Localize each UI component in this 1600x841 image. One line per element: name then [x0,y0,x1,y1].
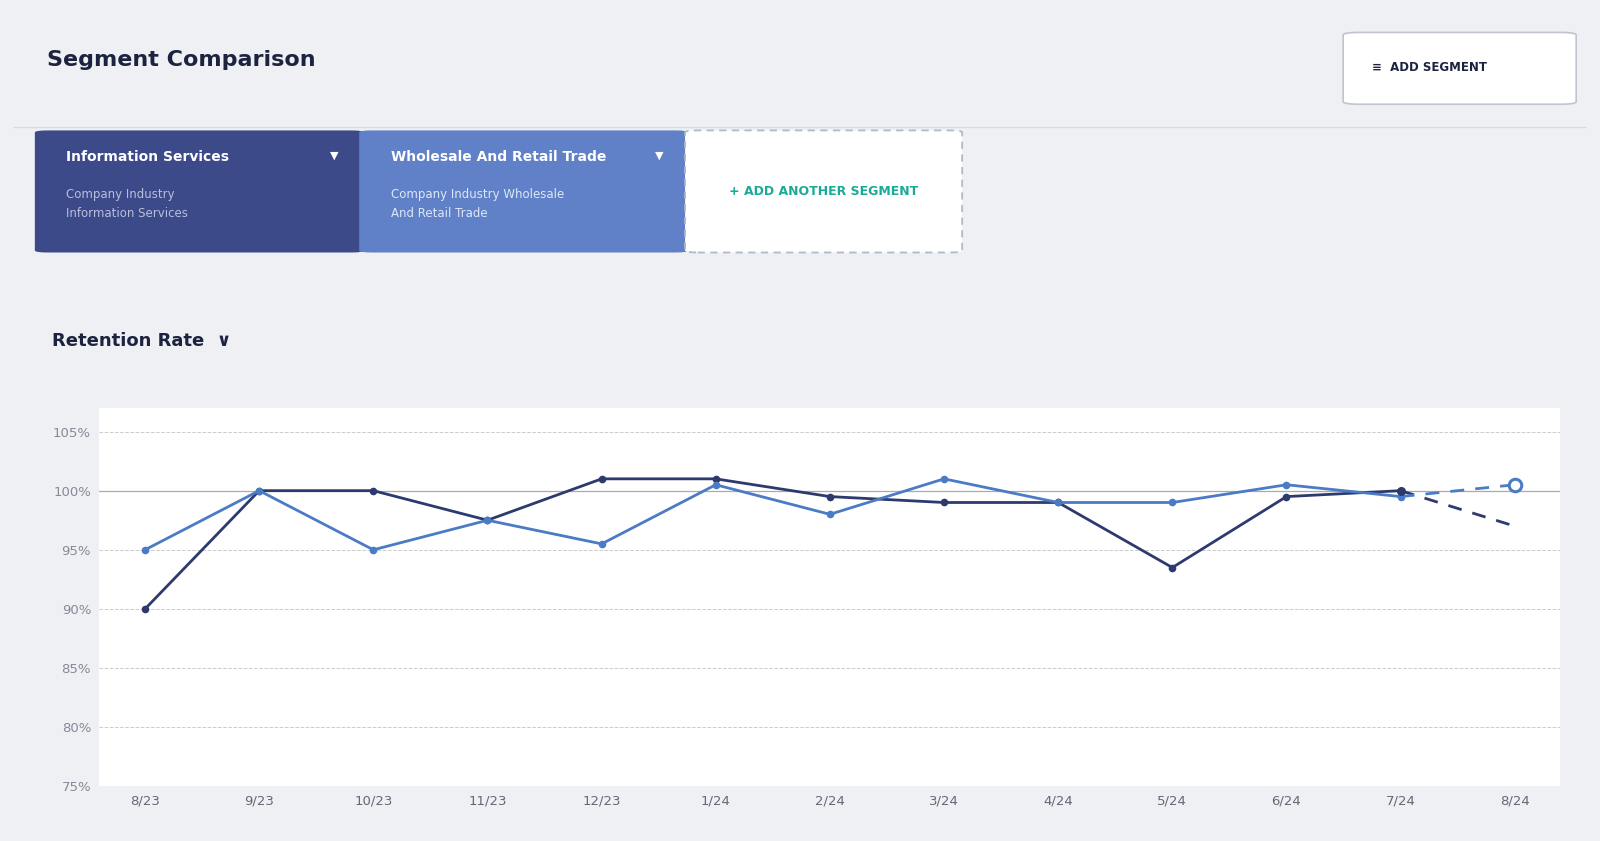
Text: Company Industry
Information Services: Company Industry Information Services [66,188,189,220]
FancyBboxPatch shape [1342,33,1576,104]
FancyBboxPatch shape [35,130,363,252]
FancyBboxPatch shape [685,130,962,252]
Text: ≡  ADD SEGMENT: ≡ ADD SEGMENT [1371,61,1486,73]
Text: Wholesale And Retail Trade: Wholesale And Retail Trade [390,151,606,164]
Text: Retention Rate  ∨: Retention Rate ∨ [53,331,232,350]
Text: ▼: ▼ [330,151,339,161]
Text: ▼: ▼ [654,151,662,161]
Text: Segment Comparison: Segment Comparison [48,50,317,71]
Text: Company Industry Wholesale
And Retail Trade: Company Industry Wholesale And Retail Tr… [390,188,563,220]
Text: Information Services: Information Services [66,151,229,164]
FancyBboxPatch shape [358,130,688,252]
Text: + ADD ANOTHER SEGMENT: + ADD ANOTHER SEGMENT [730,185,918,198]
